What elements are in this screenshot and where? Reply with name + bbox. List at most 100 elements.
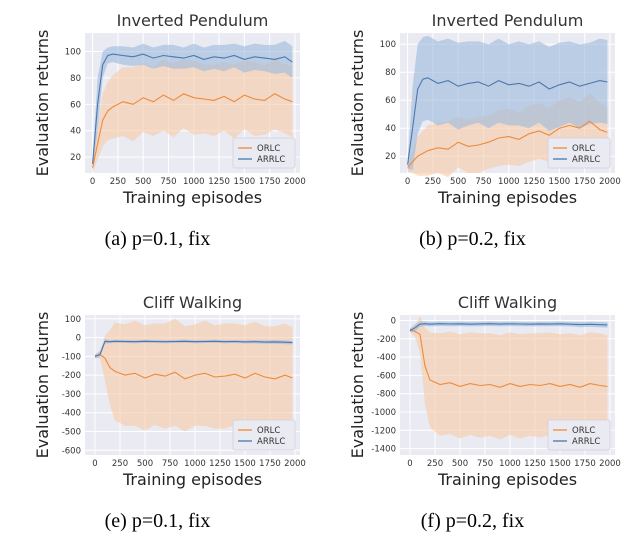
caption-f: (f) p=0.2, fix [420, 510, 525, 532]
x-tick-label: 0 [92, 459, 97, 469]
y-tick-label: -400 [377, 353, 396, 363]
x-tick-label: 0 [405, 177, 410, 187]
y-axis-label: Evaluation returns [33, 30, 52, 177]
x-tick-label: 1750 [259, 177, 281, 187]
chart-title: Cliff Walking [143, 293, 242, 312]
x-tick-label: 1000 [498, 177, 520, 187]
legend-label-orlc: ORLC [257, 144, 280, 154]
y-tick-label: -200 [62, 371, 81, 381]
y-tick-label: 100 [65, 47, 81, 57]
x-tick-label: 500 [452, 459, 468, 469]
x-tick-label: 1500 [549, 177, 571, 187]
x-tick-label: 1000 [183, 177, 205, 187]
x-tick-label: 250 [427, 459, 443, 469]
y-tick-label: 40 [70, 127, 81, 137]
x-tick-label: 1500 [234, 459, 256, 469]
x-tick-label: 1250 [523, 177, 545, 187]
chart-panel-f: 0 250 500 750 1000 1250 1500 1750 2000 0 -200 -400 -… [315, 285, 630, 505]
line-arrlc [409, 323, 608, 332]
chart-panel-b: 0 250 500 750 1000 1250 1500 1750 2000 20 40 60 80 10… [315, 0, 630, 225]
x-tick-label: 500 [137, 459, 153, 469]
line-arrlc [94, 340, 293, 357]
band-orlc [410, 315, 608, 440]
legend-label-orlc: ORLC [572, 426, 595, 436]
chart-e: 0 250 500 750 1000 1250 1500 1750 20001000-100-2… [33, 293, 306, 489]
x-axis-label: Training episodes [437, 470, 577, 489]
band-arrlc [407, 35, 608, 171]
x-tick-label: 1500 [234, 177, 256, 187]
x-tick-label: 2000 [284, 459, 306, 469]
x-axis-label: Training episodes [122, 470, 262, 489]
y-tick-label: 80 [385, 68, 396, 78]
x-tick-label: 250 [425, 177, 441, 187]
y-axis-label: Evaluation returns [348, 312, 367, 459]
legend-box [232, 419, 296, 451]
x-tick-label: 1000 [499, 459, 521, 469]
chart-f: 0 250 500 750 1000 1250 1500 1750 2000 0 -200 -400 -… [348, 293, 621, 489]
x-tick-label: 1250 [524, 459, 546, 469]
y-tick-label: 100 [65, 315, 81, 325]
x-tick-label: 250 [112, 459, 128, 469]
y-tick-label: 80 [70, 74, 81, 84]
y-tick-label: 60 [385, 96, 396, 106]
y-tick-label: -1000 [371, 408, 396, 418]
legend-label-arrlc: ARRLC [257, 155, 285, 165]
x-tick-label: 1250 [208, 177, 230, 187]
x-tick-label: 1750 [574, 177, 596, 187]
caption-b: (b) p=0.2, fix [419, 228, 526, 250]
legend-label-orlc: ORLC [257, 426, 280, 436]
y-tick-label: 40 [385, 124, 396, 134]
x-tick-label: 0 [407, 459, 412, 469]
legend-box [232, 137, 296, 169]
caption-a: (a) p=0.1, fix [104, 228, 211, 250]
y-tick-label: 0 [391, 316, 396, 326]
y-tick-label: -500 [62, 428, 81, 438]
x-tick-label: 1000 [184, 459, 206, 469]
legend-box [547, 137, 611, 169]
chart-title: Cliff Walking [458, 293, 557, 312]
y-axis-label: Evaluation returns [33, 312, 52, 459]
y-tick-label: -1400 [371, 445, 396, 455]
x-tick-label: 2000 [599, 459, 621, 469]
y-tick-label: -200 [377, 335, 396, 345]
x-tick-label: 750 [162, 459, 178, 469]
x-tick-label: 2000 [599, 177, 621, 187]
legend-label-arrlc: ARRLC [572, 437, 600, 447]
legend-box [547, 419, 611, 451]
x-tick-label: 750 [160, 177, 176, 187]
y-tick-label: -600 [377, 371, 396, 381]
y-tick-label: 100 [380, 40, 396, 50]
x-tick-label: 1500 [549, 459, 571, 469]
legend-label-orlc: ORLC [572, 144, 595, 154]
y-axis-label: Evaluation returns [348, 30, 367, 177]
caption-e: (e) p=0.1, fix [104, 510, 211, 532]
line-arrlc [407, 77, 608, 165]
y-tick-label: 0 [76, 334, 81, 344]
x-tick-label: 500 [450, 177, 466, 187]
line-arrlc [92, 53, 293, 164]
band-orlc [92, 58, 293, 173]
x-tick-label: 1750 [259, 459, 281, 469]
x-tick-label: 750 [477, 459, 493, 469]
x-axis-label: Training episodes [122, 188, 262, 207]
line-orlc [92, 93, 293, 168]
line-orlc [407, 120, 608, 168]
chart-title: Inverted Pendulum [432, 11, 584, 30]
legend-label-arrlc: ARRLC [257, 437, 285, 447]
x-tick-label: 2000 [284, 177, 306, 187]
y-tick-label: 60 [70, 100, 81, 110]
y-tick-label: -800 [377, 390, 396, 400]
legend-label-arrlc: ARRLC [572, 155, 600, 165]
chart-panel-a: 0 250 500 750 1000 1250 1500 1750 2000 20 40 60 80 10… [0, 0, 315, 225]
y-tick-label: 20 [70, 153, 81, 163]
chart-title: Inverted Pendulum [117, 11, 269, 30]
x-tick-label: 750 [475, 177, 491, 187]
y-tick-label: -1200 [371, 426, 396, 436]
x-tick-label: 0 [90, 177, 95, 187]
x-tick-label: 500 [135, 177, 151, 187]
x-tick-label: 250 [110, 177, 126, 187]
y-tick-label: 20 [385, 152, 396, 162]
y-tick-label: -100 [62, 352, 81, 362]
